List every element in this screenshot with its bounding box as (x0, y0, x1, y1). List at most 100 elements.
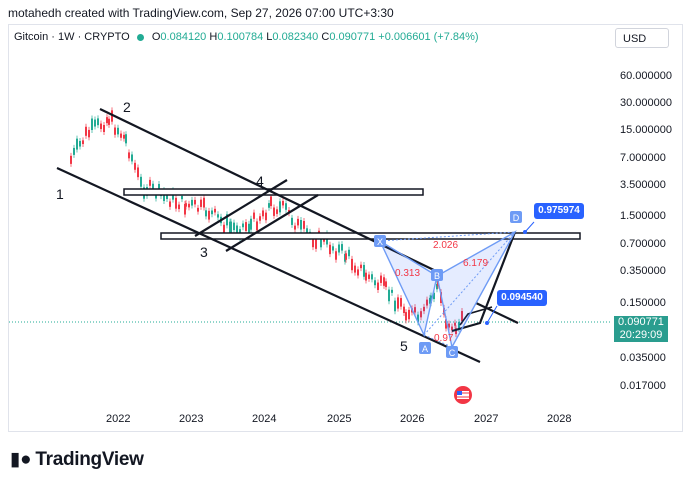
candle-body (338, 244, 340, 253)
price-tick: 60.000000 (620, 70, 672, 82)
candle-body (461, 311, 463, 322)
close-value: 0.090771 (329, 31, 376, 43)
candle-body (181, 195, 183, 200)
candle-body (205, 210, 207, 217)
resistance-zone-lower[interactable] (160, 232, 581, 240)
candle-body (423, 306, 425, 312)
candle-body (208, 210, 210, 220)
price-tick: 0.700000 (620, 238, 666, 250)
harmonic-xd-link (379, 231, 516, 242)
projection-arrow[interactable] (459, 306, 493, 326)
candle-body (405, 312, 407, 321)
candle-body (377, 282, 379, 290)
candle-body (125, 134, 127, 144)
target-lower-flag[interactable]: 0.094540 (497, 290, 547, 306)
candle-body (300, 220, 302, 230)
harmonic-point-b[interactable]: B (431, 269, 443, 281)
wave-4-line-a[interactable] (194, 179, 288, 237)
candle-body (185, 203, 187, 207)
price-tick: 7.000000 (620, 152, 666, 164)
channel-lower-line[interactable] (56, 167, 481, 363)
candle-body (348, 249, 350, 257)
candle-body (262, 210, 264, 217)
candle-body (329, 244, 331, 255)
harmonic-point-d[interactable]: D (510, 211, 522, 223)
last-price-tag: 0.090771 (614, 316, 668, 329)
harmonic-leg-bcd[interactable] (436, 230, 517, 349)
candle-body (108, 118, 110, 125)
candle-body (194, 199, 196, 205)
price-tick: 0.150000 (620, 297, 666, 309)
wave-4-line-b[interactable] (225, 194, 319, 252)
candle-body (394, 300, 396, 312)
candle-body (445, 319, 447, 329)
candle-body (117, 127, 119, 135)
candle-body (256, 221, 258, 231)
bar-countdown-tag: 20:29:09 (614, 329, 668, 342)
candle-body (248, 223, 250, 234)
projection-channel-line[interactable] (475, 302, 519, 324)
candle-body (73, 147, 75, 155)
wave-label-3: 3 (200, 244, 208, 260)
currency-selector[interactable]: USD (615, 28, 669, 48)
harmonic-point-c[interactable]: C (446, 346, 458, 358)
candle-body (397, 297, 399, 309)
wave-label-2: 2 (123, 99, 131, 115)
tradingview-logo-icon: ▮● (10, 449, 32, 470)
us-flag-event-icon[interactable] (454, 386, 472, 404)
open-label: O (151, 31, 161, 43)
time-tick: 2027 (474, 413, 499, 425)
price-tick: 1.500000 (620, 210, 666, 222)
candle-body (184, 203, 186, 215)
harmonic-ad-link (423, 231, 516, 336)
candle-body (420, 311, 422, 318)
candle-body (335, 251, 337, 260)
candle-body (149, 179, 151, 186)
projection-path[interactable] (451, 231, 517, 333)
chart-panel[interactable] (8, 24, 683, 432)
candle-body (357, 269, 359, 276)
candle-body (374, 280, 376, 286)
svg-text:X: X (377, 237, 383, 247)
tradingview-logo[interactable]: ▮● TradingView (10, 448, 144, 471)
candle-body (85, 126, 87, 136)
candle-body (178, 204, 180, 210)
time-tick: 2028 (547, 413, 572, 425)
candle-body (360, 264, 362, 269)
candle-body (388, 289, 390, 302)
target-upper-flag[interactable]: 0.975974 (534, 203, 584, 219)
candle-body (158, 183, 160, 191)
ratio-label-xd: 2.026 (433, 240, 458, 251)
tradingview-logo-text: TradingView (35, 449, 144, 470)
symbol-title[interactable]: Gitcoin · 1W · CRYPTO (14, 31, 130, 43)
wave-label-5: 5 (400, 338, 408, 354)
harmonic-point-a[interactable]: A (419, 342, 431, 354)
candle-body (371, 274, 373, 280)
price-tick: 30.000000 (620, 97, 672, 109)
ratio-label-ac: 0.97 (434, 333, 454, 344)
candle-body (276, 209, 278, 214)
candle-body (345, 253, 347, 260)
candle-body (120, 133, 122, 138)
harmonic-point-x[interactable]: X (374, 235, 386, 247)
candle-body (320, 238, 322, 248)
time-tick: 2026 (400, 413, 425, 425)
low-label: L (266, 31, 273, 43)
wave-label-4: 4 (256, 173, 264, 189)
candle-body (291, 217, 293, 225)
candle-body (354, 265, 356, 273)
low-value: 0.082340 (272, 31, 319, 43)
target-lower-dot (485, 321, 489, 325)
svg-text:B: B (434, 271, 440, 281)
candle-body (408, 309, 410, 320)
candle-body (273, 207, 275, 216)
svg-text:A: A (422, 344, 428, 354)
candle-body (282, 200, 284, 206)
high-label: H (209, 31, 218, 43)
candle-body (82, 140, 84, 145)
price-tick: 0.035000 (620, 352, 666, 364)
candle-body (70, 155, 72, 164)
candle-body (454, 322, 456, 326)
